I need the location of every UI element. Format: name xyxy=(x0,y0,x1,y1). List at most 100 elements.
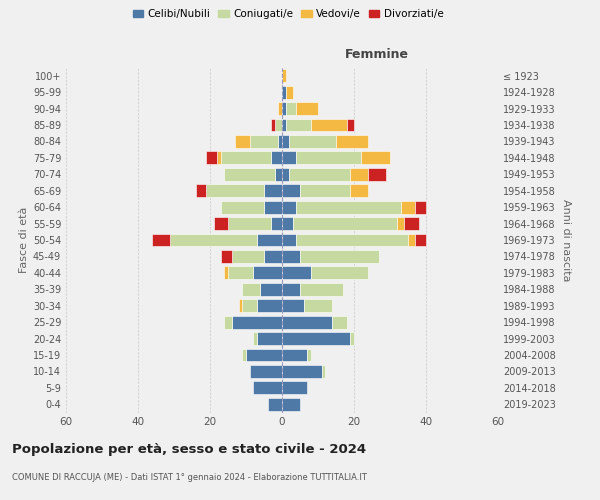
Bar xyxy=(296,102,318,115)
Bar xyxy=(311,118,347,132)
Bar xyxy=(347,118,354,132)
Bar xyxy=(242,300,257,312)
Bar xyxy=(268,398,282,410)
Bar xyxy=(282,70,286,82)
Bar xyxy=(221,152,271,164)
Bar xyxy=(289,168,350,180)
Bar xyxy=(300,184,350,197)
Bar xyxy=(282,266,311,280)
Bar xyxy=(224,266,228,280)
Bar xyxy=(322,365,325,378)
Bar xyxy=(257,234,282,246)
Bar xyxy=(282,184,300,197)
Bar xyxy=(264,250,282,263)
Bar xyxy=(257,300,282,312)
Bar xyxy=(221,200,264,213)
Bar xyxy=(311,266,368,280)
Bar xyxy=(293,217,397,230)
Bar xyxy=(401,200,415,213)
Bar xyxy=(282,152,296,164)
Bar xyxy=(332,316,347,328)
Bar xyxy=(224,316,232,328)
Bar xyxy=(415,234,426,246)
Bar xyxy=(253,266,282,280)
Bar xyxy=(282,135,289,148)
Bar xyxy=(275,168,282,180)
Bar xyxy=(307,348,311,362)
Bar xyxy=(228,266,253,280)
Text: Popolazione per età, sesso e stato civile - 2024: Popolazione per età, sesso e stato civil… xyxy=(12,442,366,456)
Bar xyxy=(271,118,275,132)
Text: COMUNE DI RACCUJA (ME) - Dati ISTAT 1° gennaio 2024 - Elaborazione TUTTITALIA.IT: COMUNE DI RACCUJA (ME) - Dati ISTAT 1° g… xyxy=(12,472,367,482)
Bar xyxy=(275,118,282,132)
Bar xyxy=(282,102,286,115)
Bar xyxy=(296,152,361,164)
Bar xyxy=(253,382,282,394)
Bar xyxy=(282,398,300,410)
Bar xyxy=(282,86,286,98)
Bar xyxy=(361,152,390,164)
Bar xyxy=(257,332,282,345)
Bar xyxy=(282,283,300,296)
Bar xyxy=(264,200,282,213)
Y-axis label: Fasce di età: Fasce di età xyxy=(19,207,29,273)
Bar xyxy=(217,152,221,164)
Bar xyxy=(282,168,289,180)
Bar xyxy=(278,135,282,148)
Bar xyxy=(397,217,404,230)
Bar xyxy=(350,184,368,197)
Bar xyxy=(296,234,408,246)
Bar xyxy=(368,168,386,180)
Bar xyxy=(224,168,275,180)
Bar xyxy=(350,332,354,345)
Bar xyxy=(242,348,246,362)
Bar xyxy=(286,86,293,98)
Bar xyxy=(296,200,401,213)
Bar xyxy=(350,168,368,180)
Bar xyxy=(286,118,311,132)
Bar xyxy=(232,250,264,263)
Bar xyxy=(239,300,242,312)
Bar xyxy=(286,102,296,115)
Bar xyxy=(253,332,257,345)
Bar xyxy=(282,316,332,328)
Bar xyxy=(282,382,307,394)
Bar xyxy=(282,200,296,213)
Bar xyxy=(278,102,282,115)
Bar xyxy=(282,332,350,345)
Bar xyxy=(152,234,170,246)
Bar xyxy=(206,184,264,197)
Bar xyxy=(300,283,343,296)
Bar xyxy=(336,135,368,148)
Bar xyxy=(282,217,293,230)
Bar xyxy=(170,234,257,246)
Bar xyxy=(214,217,228,230)
Legend: Celibi/Nubili, Coniugati/e, Vedovi/e, Divorziati/e: Celibi/Nubili, Coniugati/e, Vedovi/e, Di… xyxy=(128,5,448,24)
Bar xyxy=(246,348,282,362)
Bar xyxy=(235,135,250,148)
Bar xyxy=(404,217,419,230)
Bar xyxy=(250,365,282,378)
Bar xyxy=(289,135,336,148)
Bar xyxy=(264,184,282,197)
Bar xyxy=(228,217,271,230)
Bar xyxy=(282,118,286,132)
Bar xyxy=(232,316,282,328)
Text: Femmine: Femmine xyxy=(345,48,409,60)
Y-axis label: Anni di nascita: Anni di nascita xyxy=(561,198,571,281)
Bar xyxy=(282,348,307,362)
Bar xyxy=(271,217,282,230)
Bar xyxy=(282,365,322,378)
Bar xyxy=(282,250,300,263)
Bar xyxy=(300,250,379,263)
Bar xyxy=(260,283,282,296)
Bar xyxy=(206,152,217,164)
Bar xyxy=(250,135,278,148)
Bar xyxy=(282,300,304,312)
Bar xyxy=(221,250,232,263)
Bar xyxy=(415,200,426,213)
Bar xyxy=(271,152,282,164)
Bar xyxy=(304,300,332,312)
Bar xyxy=(408,234,415,246)
Bar xyxy=(242,283,260,296)
